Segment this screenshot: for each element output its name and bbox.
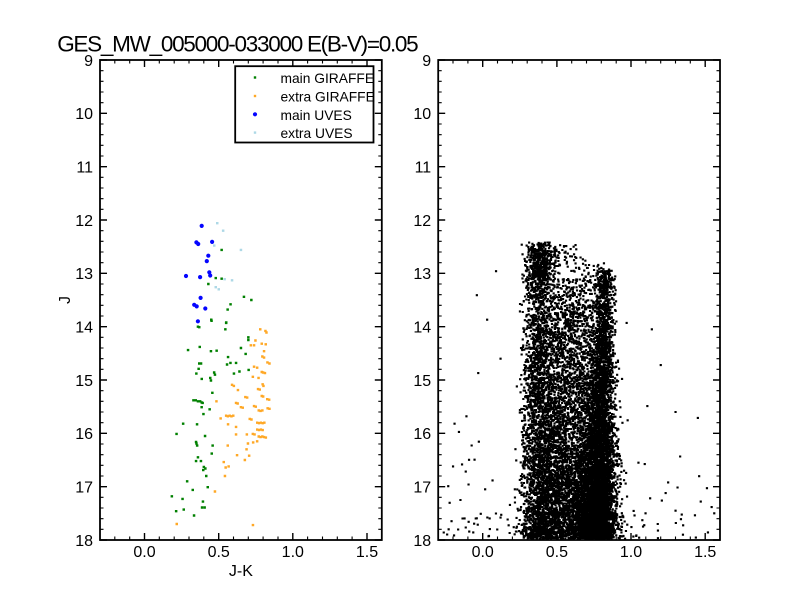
svg-text:1.0: 1.0 [620, 544, 642, 561]
svg-text:16: 16 [413, 426, 431, 443]
svg-text:0.5: 0.5 [208, 544, 230, 561]
svg-text:10: 10 [413, 106, 431, 123]
svg-text:GES_MW_005000-033000 E(B-V)=0.: GES_MW_005000-033000 E(B-V)=0.05 [57, 31, 418, 56]
svg-text:9: 9 [422, 53, 431, 70]
svg-text:10: 10 [75, 106, 93, 123]
svg-text:extra UVES: extra UVES [281, 126, 353, 141]
svg-text:1.5: 1.5 [694, 544, 716, 561]
svg-text:0.0: 0.0 [472, 544, 494, 561]
svg-text:18: 18 [75, 533, 93, 550]
svg-text:1.5: 1.5 [356, 544, 378, 561]
svg-text:0.5: 0.5 [546, 544, 568, 561]
svg-text:extra GIRAFFE: extra GIRAFFE [281, 90, 375, 105]
svg-text:11: 11 [415, 160, 432, 177]
svg-text:14: 14 [413, 320, 431, 337]
svg-text:0.0: 0.0 [133, 544, 155, 561]
svg-text:J-K: J-K [229, 563, 253, 580]
svg-text:17: 17 [75, 480, 93, 497]
svg-text:13: 13 [75, 266, 93, 283]
svg-text:main UVES: main UVES [281, 108, 352, 123]
svg-text:11: 11 [76, 160, 93, 177]
svg-text:17: 17 [413, 480, 431, 497]
svg-text:main GIRAFFE: main GIRAFFE [281, 71, 375, 86]
svg-text:9: 9 [84, 53, 93, 70]
svg-text:13: 13 [413, 266, 431, 283]
svg-text:14: 14 [75, 320, 93, 337]
svg-text:15: 15 [75, 373, 93, 390]
svg-text:1.0: 1.0 [282, 544, 304, 561]
svg-text:18: 18 [413, 533, 431, 550]
svg-text:12: 12 [75, 213, 93, 230]
svg-text:J: J [57, 296, 74, 304]
svg-text:12: 12 [413, 213, 431, 230]
svg-text:16: 16 [75, 426, 93, 443]
svg-text:15: 15 [413, 373, 431, 390]
